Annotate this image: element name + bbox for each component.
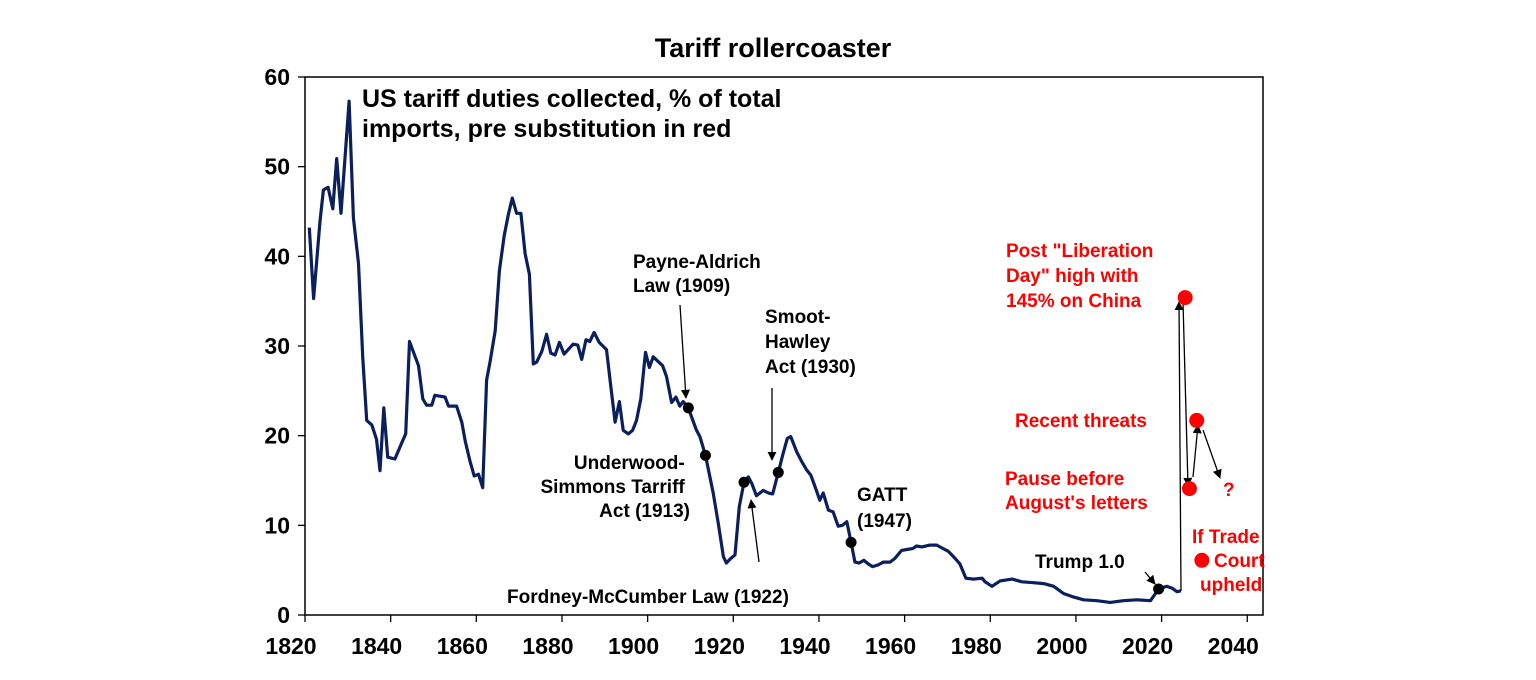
event-marker-dot xyxy=(699,449,711,461)
x-tick-label: 1920 xyxy=(694,633,745,659)
arrow-fordney-mccumber xyxy=(747,499,760,563)
y-tick-label: 0 xyxy=(277,602,290,628)
y-tick-label: 30 xyxy=(264,333,290,359)
label-trump: Trump 1.0 xyxy=(1035,552,1125,573)
label-recent-threats: Recent threats xyxy=(1015,411,1147,432)
scenario-point-red xyxy=(1177,290,1193,306)
x-axis: 1820 1840 1860 1880 1900 1920 1940 1960 1980 2000… xyxy=(265,615,1259,659)
event-marker-dot xyxy=(738,476,750,488)
arrow-trump xyxy=(1144,571,1156,585)
annotation-arrows xyxy=(679,301,1222,592)
event-marker-dot xyxy=(845,536,857,548)
series-line-tariff-rate xyxy=(307,99,1182,604)
x-tick-label: 1860 xyxy=(437,633,488,659)
label-pause: Pause before August's letters xyxy=(1005,469,1148,514)
x-tick-label: 1940 xyxy=(779,633,830,659)
arrow-to-liberation-day xyxy=(1174,301,1184,592)
event-marker-dot xyxy=(1153,583,1165,595)
scenario-point-red xyxy=(1181,481,1197,497)
y-tick-label: 10 xyxy=(264,512,290,538)
subtitle-line-1: US tariff duties collected, % of total xyxy=(362,85,782,113)
x-tick-label: 1880 xyxy=(522,633,573,659)
x-tick-label: 2020 xyxy=(1122,633,1173,659)
label-gatt: GATT (1947) xyxy=(857,485,913,532)
x-tick-label: 1960 xyxy=(865,633,916,659)
x-tick-label: 2040 xyxy=(1208,633,1259,659)
event-marker-dot xyxy=(682,402,694,414)
y-tick-label: 20 xyxy=(264,423,290,449)
scenario-point-red xyxy=(1194,552,1210,568)
x-tick-label: 1900 xyxy=(608,633,659,659)
label-smoot-hawley: Smoot- Hawley Act (1930) xyxy=(765,307,856,378)
label-payne-aldrich: Payne-Aldrich Law (1909) xyxy=(633,252,766,297)
y-tick-label: 50 xyxy=(264,154,290,180)
y-tick-label: 60 xyxy=(264,64,290,90)
chart-title: Tariff rollercoaster xyxy=(655,33,892,63)
label-underwood-simmons: Underwood- Simmons Tarriff Act (1913) xyxy=(540,453,690,522)
subtitle-line-2: imports, pre substitution in red xyxy=(362,115,731,143)
x-tick-label: 1840 xyxy=(351,633,402,659)
arrow-to-question xyxy=(1202,429,1222,479)
question-mark: ? xyxy=(1223,480,1235,501)
y-tick-label: 40 xyxy=(264,243,290,269)
label-trade-court: If Trade Court upheld xyxy=(1192,527,1270,596)
y-axis: 0 10 20 30 40 50 60 xyxy=(264,64,305,628)
event-marker-dot xyxy=(772,466,784,478)
arrow-to-pause xyxy=(1182,301,1193,487)
x-tick-label: 1980 xyxy=(951,633,1002,659)
label-liberation-day: Post "Liberation Day" high with 145% on … xyxy=(1006,241,1159,312)
scenario-point-red xyxy=(1189,412,1205,428)
arrow-payne-aldrich xyxy=(679,304,691,399)
x-tick-label: 1820 xyxy=(265,633,316,659)
x-tick-label: 2000 xyxy=(1036,633,1087,659)
label-fordney-mccumber: Fordney-McCumber Law (1922) xyxy=(507,587,789,608)
chart-subtitle: US tariff duties collected, % of total i… xyxy=(362,85,788,143)
arrow-to-recent-threats xyxy=(1192,424,1202,478)
